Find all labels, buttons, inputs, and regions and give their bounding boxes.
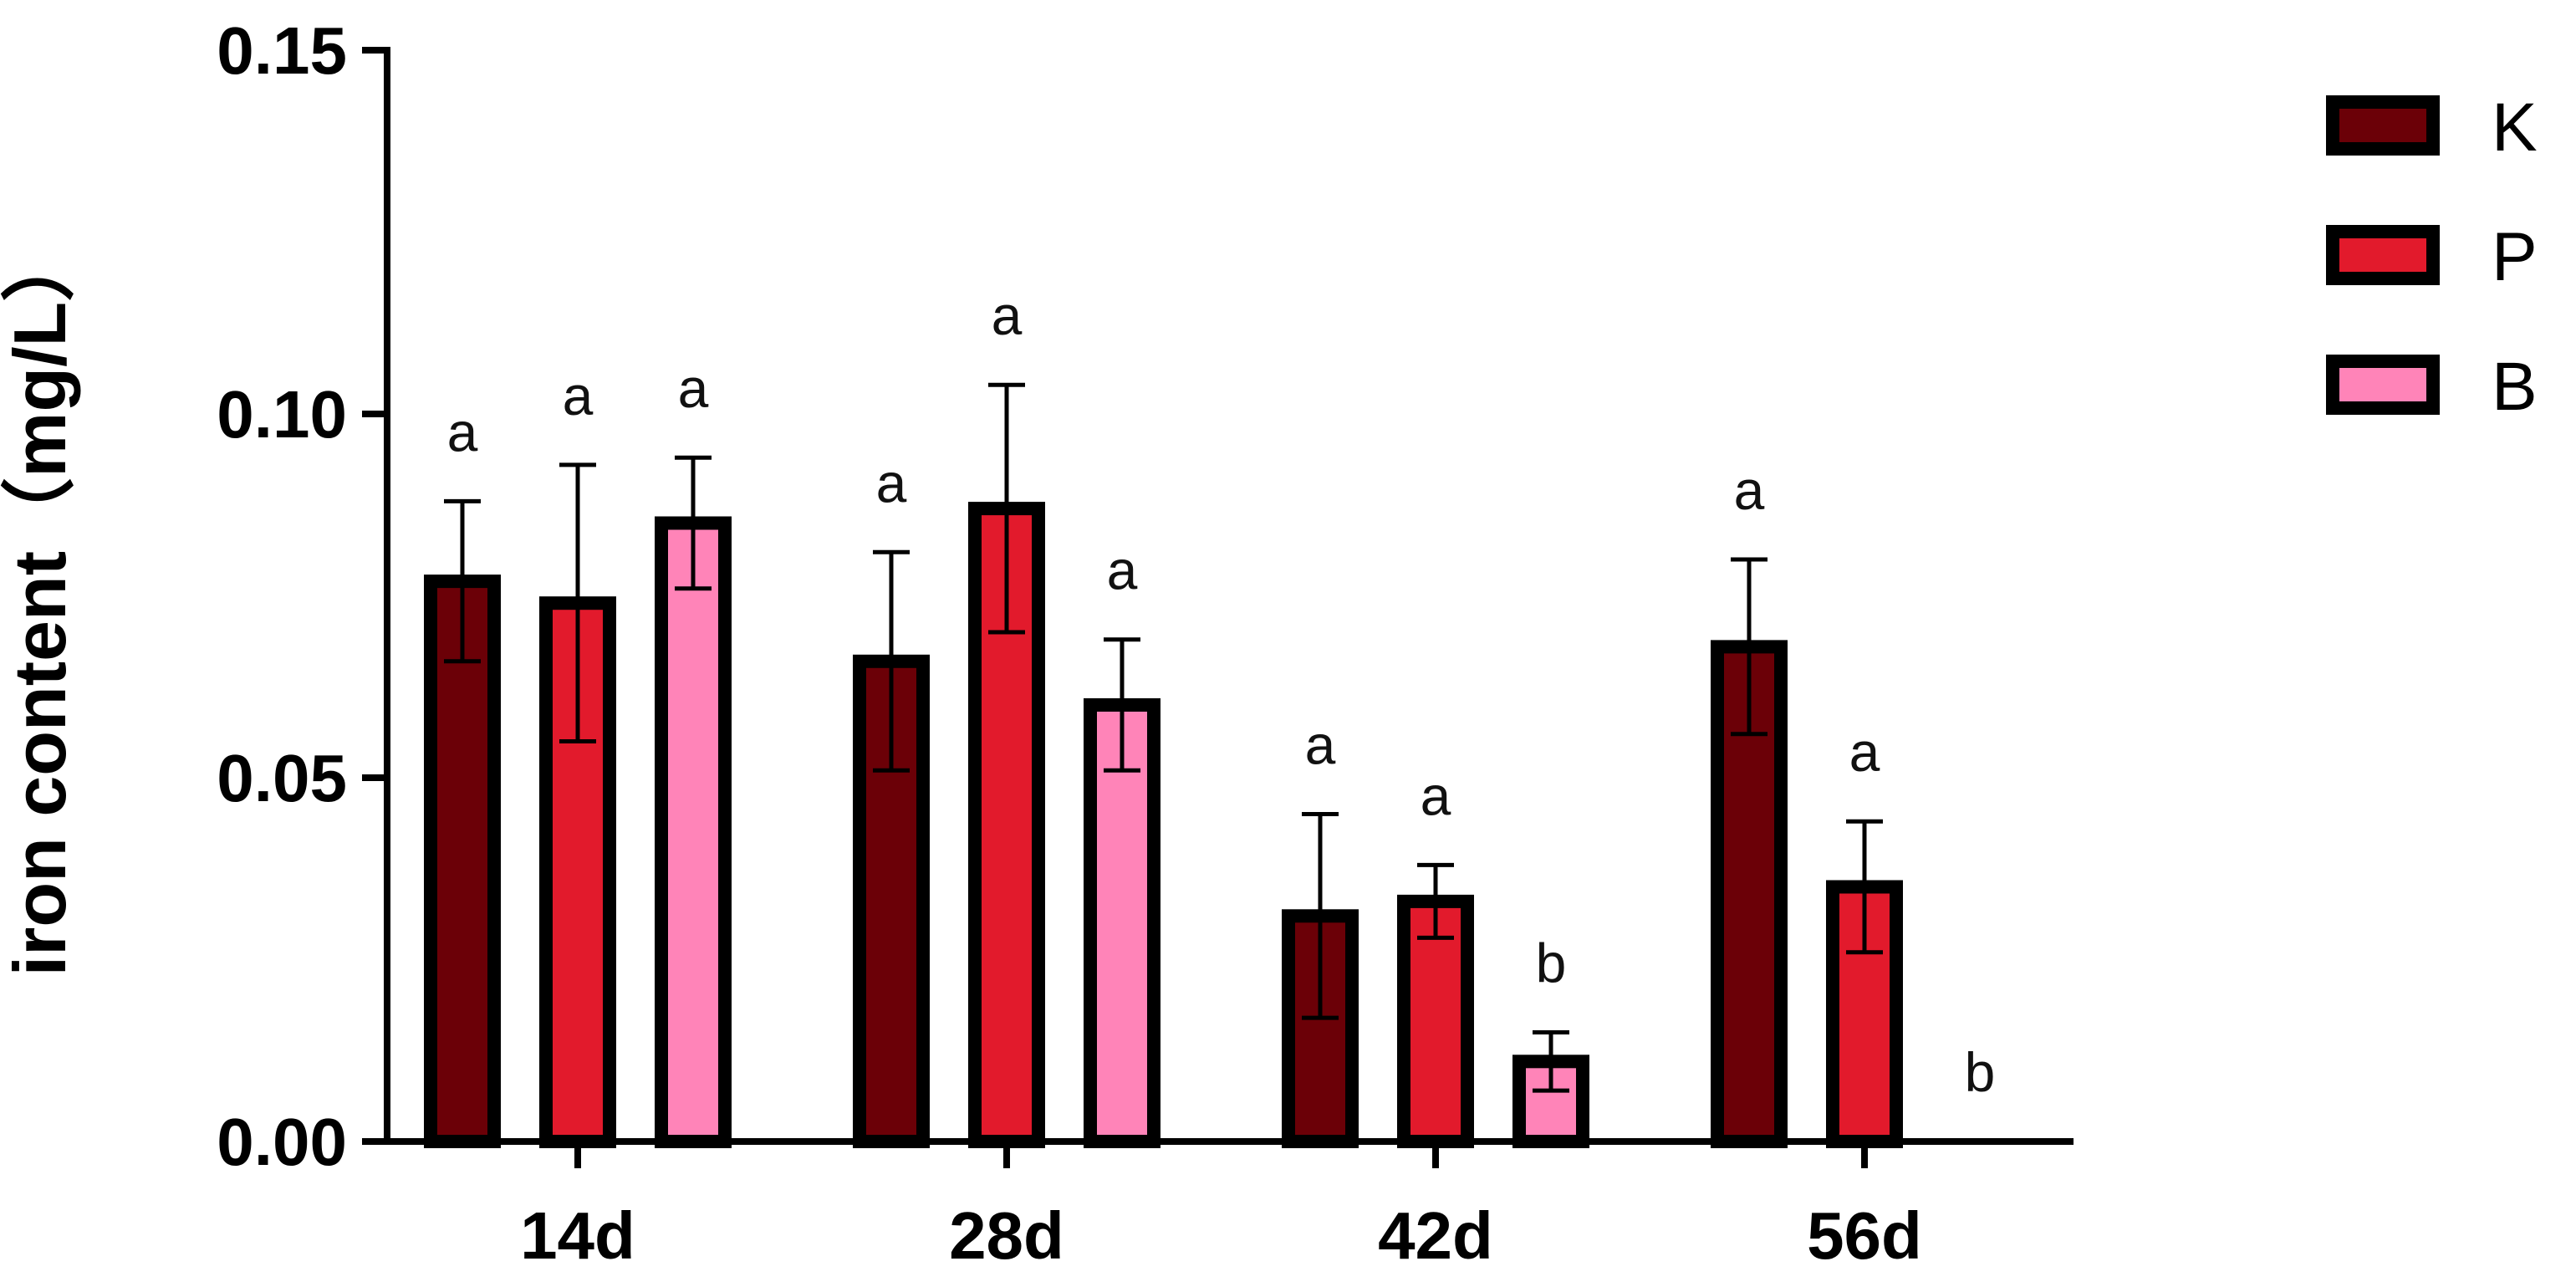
- y-tick-label: 0.15: [217, 13, 347, 88]
- legend-label: K: [2492, 89, 2538, 166]
- x-tick-label: 14d: [520, 1198, 635, 1273]
- y-tick-label: 0.05: [217, 741, 347, 815]
- bar-B-28d: [1084, 698, 1160, 1148]
- significance-letter: b: [1965, 1041, 1996, 1103]
- legend-swatch-K: [2326, 95, 2440, 156]
- significance-letter: a: [447, 401, 478, 462]
- significance-letter: a: [992, 284, 1023, 346]
- y-axis-label: iron content（mg/L）: [0, 228, 81, 977]
- y-tick-label: 0.00: [217, 1105, 347, 1179]
- significance-letter: a: [1734, 459, 1765, 521]
- bars: [424, 502, 1903, 1149]
- legend-label: B: [2492, 349, 2538, 425]
- significance-letter: a: [1421, 764, 1451, 826]
- x-tick-label: 28d: [949, 1198, 1064, 1273]
- significance-letter: a: [678, 357, 709, 419]
- bar-B-14d: [655, 516, 732, 1148]
- significance-letter: a: [876, 452, 907, 513]
- significance-letter: a: [1107, 539, 1138, 601]
- bar-K-14d: [424, 575, 501, 1148]
- x-tick-label: 42d: [1378, 1198, 1493, 1273]
- significance-letter: a: [1849, 721, 1880, 783]
- significance-letter: a: [1305, 714, 1336, 776]
- y-axis-title: iron content（mg/L）: [0, 228, 81, 977]
- x-ticks: 14d 28d 42d 56d: [520, 1141, 1922, 1273]
- bar-K-56d: [1711, 640, 1788, 1148]
- legend: KPB: [2326, 89, 2538, 425]
- error-bars: [444, 382, 1883, 1093]
- significance-letter: a: [563, 365, 594, 426]
- legend-label: P: [2492, 219, 2538, 295]
- x-tick-label: 56d: [1807, 1198, 1922, 1273]
- axes: [384, 47, 2074, 1145]
- y-ticks: 0.00 0.05 0.10 0.15: [217, 13, 387, 1179]
- y-tick-label: 0.10: [217, 377, 347, 452]
- legend-swatch-B: [2326, 355, 2440, 415]
- significance-letter: b: [1536, 932, 1567, 994]
- significance-labels: a a a a a a a a a a b b: [447, 284, 1996, 1103]
- legend-swatch-P: [2326, 225, 2440, 285]
